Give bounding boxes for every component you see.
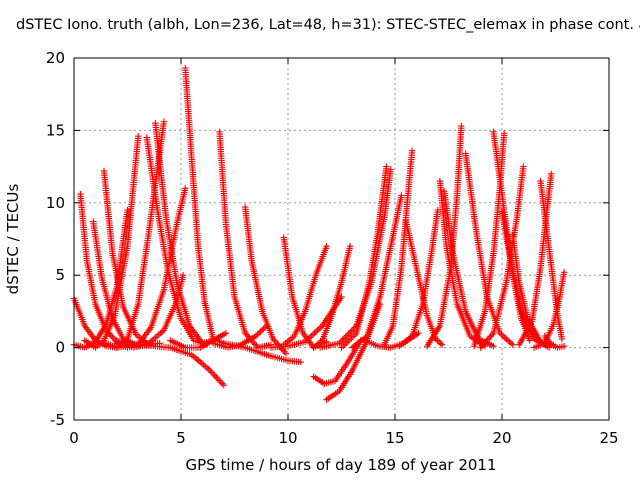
y-tick-label: 0	[55, 339, 65, 357]
series-arc13	[135, 341, 227, 389]
series-markers	[167, 329, 230, 351]
data-points	[70, 64, 568, 403]
y-tick-label: 5	[55, 266, 65, 284]
series-markers	[537, 177, 566, 343]
series-arc17	[242, 203, 290, 357]
series-arc14	[167, 329, 230, 351]
x-axis-label: GPS time / hours of day 189 of year 2011	[186, 456, 497, 474]
x-tick-label: 25	[599, 429, 618, 447]
chart-title: dSTEC Iono. truth (albh, Lon=236, Lat=48…	[16, 17, 640, 33]
series-markers	[436, 177, 489, 350]
x-tick-label: 5	[176, 429, 186, 447]
series-markers	[143, 134, 210, 348]
x-tick-label: 0	[69, 429, 79, 447]
series-markers	[462, 150, 516, 348]
series-arc30	[396, 206, 441, 350]
series-arc34	[441, 188, 497, 350]
y-axis-label: dSTEC / TECUs	[4, 183, 22, 294]
y-tick-label: 20	[46, 49, 65, 67]
series-arc26	[338, 163, 390, 351]
series-arc44	[541, 332, 568, 351]
series-arc10	[152, 120, 217, 347]
grid	[74, 58, 609, 420]
series-markers	[396, 206, 441, 350]
series-markers	[182, 64, 227, 347]
series-markers	[242, 203, 290, 357]
series-arc18	[220, 340, 304, 366]
series-arc22	[310, 243, 354, 351]
series-markers	[310, 243, 354, 351]
series-markers	[152, 120, 217, 347]
y-tick-label: -5	[50, 411, 65, 429]
series-arc9	[143, 134, 210, 348]
series-markers	[441, 188, 497, 350]
series-arc42	[537, 177, 566, 343]
x-tick-label: 10	[278, 429, 297, 447]
x-tick-label: 20	[492, 429, 511, 447]
series-markers	[338, 163, 390, 351]
series-markers	[541, 332, 568, 351]
series-arc7	[102, 118, 168, 351]
y-tick-label: 10	[46, 194, 65, 212]
series-markers	[102, 118, 168, 351]
x-tick-label: 15	[385, 429, 404, 447]
series-arc33	[436, 177, 489, 350]
series-markers	[220, 340, 304, 366]
plot-frame	[73, 57, 610, 421]
series-markers	[135, 341, 227, 389]
series-arc35	[462, 150, 516, 348]
series-arc12	[182, 64, 227, 347]
y-tick-label: 15	[46, 121, 65, 139]
